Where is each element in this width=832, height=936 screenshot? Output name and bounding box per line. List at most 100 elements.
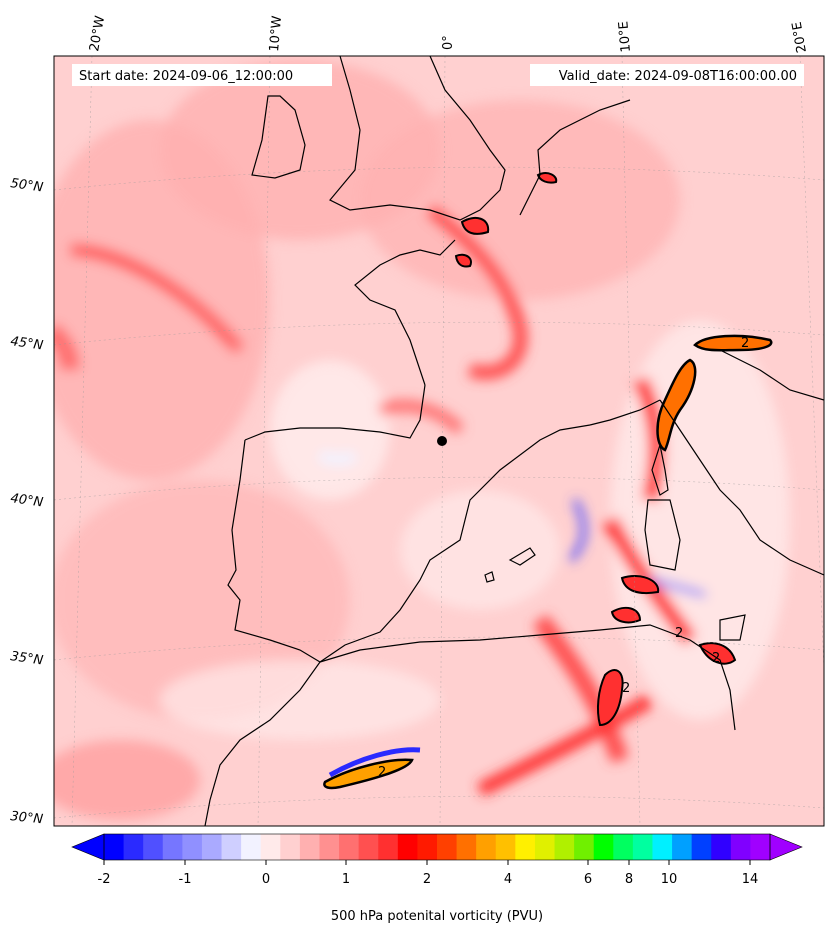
colorbar-cell (123, 834, 144, 860)
colorbar-cell (515, 834, 536, 860)
map-frame (53, 55, 825, 827)
colorbar-cell (280, 834, 301, 860)
graticule (54, 56, 824, 826)
colorbar-cell (632, 834, 653, 860)
latitude-labels: 50°N 45°N 40°N 35°N 30°N (9, 176, 44, 827)
coast-france-med (589, 399, 661, 426)
colorbar-cell (201, 834, 223, 860)
contour-label-morocco: 2 (378, 765, 386, 780)
lon-label-0: 0° (441, 35, 456, 50)
cb-tick-label-2: 2 (423, 872, 431, 887)
coast-italy-west (659, 399, 824, 576)
coast-iberia-west (227, 439, 321, 663)
coast-biscay-iberia-north (244, 384, 426, 441)
pv-blob-netherlands (536, 172, 558, 184)
colorbar-cell (613, 834, 634, 860)
high-pv-features (323, 172, 773, 790)
lat-label-30n: 30°N (10, 809, 44, 827)
pv-blob-english-channel (460, 216, 490, 235)
pv-streamer-alps (693, 334, 773, 352)
colorbar-cell (574, 834, 595, 860)
colorbar-cell (750, 834, 771, 860)
lat-label-50n: 50°N (9, 176, 44, 195)
pv-blue-streak-morocco (328, 747, 421, 778)
colorbar-cell (476, 834, 497, 860)
lon-label-10w: 10°W (267, 15, 285, 52)
contour-label-sicily: 2 (712, 651, 720, 666)
map-area: 2 2 2 2 2 (54, 56, 824, 826)
coast-balearic (508, 547, 536, 566)
colorbar-cell (299, 834, 320, 860)
cb-tick-label-neg2: -2 (98, 872, 111, 887)
colorbar-cell (241, 834, 262, 860)
colorbar-cell (260, 834, 281, 860)
pv-blob-algeria (596, 669, 624, 727)
colorbar-cell (319, 834, 340, 860)
colorbar-cell (672, 834, 693, 860)
lat-label-40n: 40°N (9, 491, 44, 510)
coast-iberia-south-east (319, 424, 591, 663)
colorbar-cell (534, 834, 556, 860)
cb-tick-label-1: 1 (342, 872, 350, 887)
cb-tick-label-10: 10 (661, 872, 678, 887)
coast-france-brittany (354, 239, 456, 386)
colorbar-cell (143, 834, 164, 860)
coast-continent-north (519, 99, 631, 216)
cb-tick-label-0: 0 (262, 872, 270, 887)
colorbar-cell (417, 834, 438, 860)
colorbar-cell (378, 834, 399, 860)
colorbar-ticks: -2 -1 0 1 2 4 6 8 10 14 (98, 860, 759, 887)
colorbar-outline (103, 833, 771, 861)
colorbar-cell (593, 834, 614, 860)
colorbar-cell (730, 834, 751, 860)
coast-africa-mediterranean (319, 624, 736, 731)
colorbar-cell (554, 834, 575, 860)
start-date-label: Start date: 2024-09-06_12:00:00 (79, 69, 293, 84)
colorbar-title: 500 hPa potenital vorticity (PVU) (331, 909, 543, 924)
pv-filament-morocco (323, 758, 414, 790)
colorbar-extend-min (71, 833, 105, 861)
colorbar: -2 -1 0 1 2 4 6 8 10 14 500 hPa potenita… (71, 833, 803, 924)
lon-label-20w: 20°W (87, 15, 108, 53)
coast-sardinia (644, 499, 681, 571)
colorbar-cell (397, 834, 418, 860)
cb-tick-label-8: 8 (625, 872, 633, 887)
colorbar-cell (182, 834, 203, 860)
pv-blob-sardinia (620, 574, 660, 595)
cb-tick-label-14: 14 (742, 872, 759, 887)
coastlines (204, 56, 824, 826)
coast-great-britain (329, 56, 506, 221)
coast-italy-adriatic (719, 349, 824, 401)
contour-label-algeria: 2 (622, 681, 630, 696)
colorbar-cell (221, 834, 242, 860)
cb-tick-label-4: 4 (504, 872, 512, 887)
lon-label-20e: 20°E (790, 21, 810, 54)
lat-label-45n: 45°N (9, 334, 44, 353)
pv-blob-sicily (698, 642, 737, 665)
coast-balearic-small (484, 571, 495, 583)
cb-tick-label-6: 6 (584, 872, 592, 887)
colorbar-cell (652, 834, 673, 860)
pv-blob-normandy (454, 253, 472, 268)
start-date-box (72, 64, 332, 86)
lat-label-35n: 35°N (9, 649, 44, 668)
contour-label-alps: 2 (741, 336, 749, 351)
colorbar-cell (358, 834, 379, 860)
colorbar-cell (437, 834, 458, 860)
valid-date-label: Valid_date: 2024-09-08T16:00:00.00 (559, 69, 797, 84)
colorbar-cell (691, 834, 712, 860)
valid-date-box (530, 64, 804, 86)
cb-tick-label-neg1: -1 (179, 872, 192, 887)
colorbar-cell (162, 834, 183, 860)
colorbar-extend-max (769, 833, 803, 861)
contour-label-tunisia: 2 (675, 626, 683, 641)
coast-sicily (719, 614, 746, 641)
pv-streamer-ligurian (656, 358, 697, 452)
coast-corsica (651, 442, 669, 496)
marker-dot (437, 436, 447, 446)
colorbar-cells (104, 834, 771, 860)
pv-filled-contours (54, 60, 790, 820)
colorbar-cell (104, 834, 125, 860)
pv-blob-tunisia (610, 606, 642, 624)
